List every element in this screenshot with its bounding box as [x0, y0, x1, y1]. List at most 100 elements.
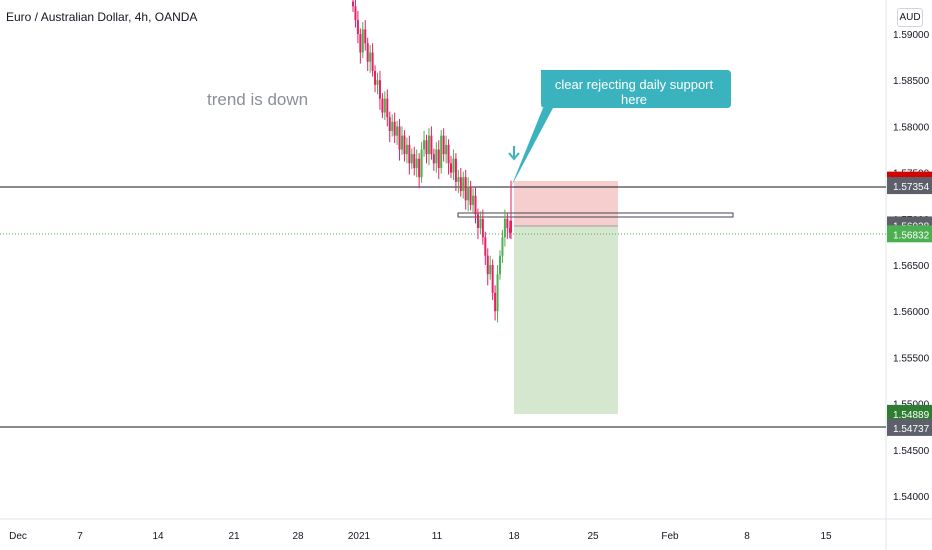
candles-group: [352, 0, 512, 323]
candle: [405, 137, 408, 164]
svg-text:1.56832: 1.56832: [893, 230, 930, 241]
candle: [467, 177, 470, 212]
price-label-1.56832: 1.56832: [887, 225, 932, 243]
candle: [435, 142, 438, 173]
candle: [378, 70, 381, 110]
take-profit-zone[interactable]: [514, 226, 618, 414]
x-tick-label: 14: [152, 531, 164, 542]
x-tick-label: 7: [77, 531, 83, 542]
candle: [506, 213, 509, 240]
candle: [472, 188, 475, 213]
y-tick-label: 1.54500: [893, 446, 930, 457]
x-tick-label: Feb: [661, 531, 679, 542]
candle: [457, 169, 460, 193]
candle: [359, 28, 362, 64]
x-tick-label: 28: [292, 531, 304, 542]
x-tick-label: 18: [508, 531, 520, 542]
callout-bubble[interactable]: [511, 70, 731, 187]
candle: [503, 209, 506, 247]
candle: [462, 171, 465, 199]
candle: [481, 209, 484, 245]
candle: [430, 126, 433, 160]
candle: [364, 20, 367, 51]
candle: [354, 0, 357, 28]
candle: [452, 149, 455, 180]
candle: [371, 43, 374, 77]
candle: [366, 37, 369, 71]
candle: [479, 211, 482, 234]
candle: [396, 120, 399, 145]
candle: [408, 135, 411, 175]
candle: [401, 126, 403, 156]
x-tick-label: 21: [228, 531, 240, 542]
candle: [425, 134, 428, 164]
candle: [499, 250, 501, 280]
candle: [447, 139, 450, 175]
candle: [383, 91, 386, 120]
candle: [464, 169, 467, 210]
x-tick-label: 11: [432, 531, 443, 542]
candle: [376, 72, 379, 95]
candle: [445, 135, 448, 164]
candle: [494, 285, 497, 321]
candle: [374, 65, 377, 93]
x-tick-label: 25: [587, 531, 599, 542]
callout-text: clear rejecting daily support here: [554, 77, 714, 107]
candle: [437, 140, 440, 180]
candle: [489, 255, 492, 280]
candle: [415, 149, 418, 178]
arrow-down-icon: [508, 146, 520, 161]
y-tick-label: 1.56500: [893, 261, 930, 272]
x-tick-label: 2021: [348, 531, 371, 542]
svg-text:1.54889: 1.54889: [893, 410, 930, 421]
candle: [381, 93, 384, 119]
candle: [388, 111, 391, 143]
candle: [398, 119, 401, 161]
candle: [356, 10, 359, 44]
y-tick-label: 1.58500: [893, 76, 930, 87]
candle: [352, 0, 354, 12]
candle: [442, 128, 445, 162]
x-tick-label: Dec: [9, 531, 27, 542]
candle: [484, 231, 487, 265]
candle: [369, 45, 372, 73]
candle: [391, 114, 394, 137]
y-tick-label: 1.56000: [893, 307, 930, 318]
stop-loss-zone[interactable]: [514, 181, 618, 226]
candle: [450, 155, 452, 179]
price-label-1.54889: 1.54889: [887, 404, 932, 422]
y-tick-label: 1.58000: [893, 122, 930, 133]
y-tick-label: 1.59000: [893, 30, 930, 41]
time-axis[interactable]: Dec 7 14 21 28 2021 11 18 25 Feb 8 15: [9, 531, 832, 542]
candle: [508, 220, 511, 239]
price-labels: 1.574131.573541.569281.568321.548891.547…: [887, 171, 932, 436]
chart-title: Euro / Australian Dollar, 4h, OANDA: [6, 10, 198, 24]
candle: [476, 208, 479, 240]
y-tick-label: 1.54000: [893, 492, 930, 503]
candle: [491, 259, 494, 301]
x-tick-label: 8: [744, 531, 750, 542]
candle: [440, 130, 443, 174]
candle: [420, 142, 423, 183]
candle: [403, 130, 406, 162]
candle: [423, 131, 426, 157]
candle: [361, 21, 364, 59]
svg-text:1.54737: 1.54737: [893, 424, 930, 435]
candle: [474, 186, 477, 224]
candle: [413, 146, 416, 176]
svg-text:1.57354: 1.57354: [893, 182, 930, 193]
y-tick-label: 1.55500: [893, 353, 930, 364]
candle: [459, 167, 462, 197]
rejection-candle: [510, 180, 512, 240]
candle: [432, 148, 435, 171]
price-label-1.54737: 1.54737: [887, 418, 932, 436]
trend-annotation: trend is down: [207, 90, 309, 109]
candle: [496, 265, 499, 323]
candle: [410, 148, 413, 169]
candle: [486, 248, 489, 286]
candle: [418, 153, 421, 189]
currency-badge[interactable]: AUD: [897, 8, 923, 27]
support-zone-rect[interactable]: [457, 212, 734, 218]
candle: [427, 128, 430, 166]
